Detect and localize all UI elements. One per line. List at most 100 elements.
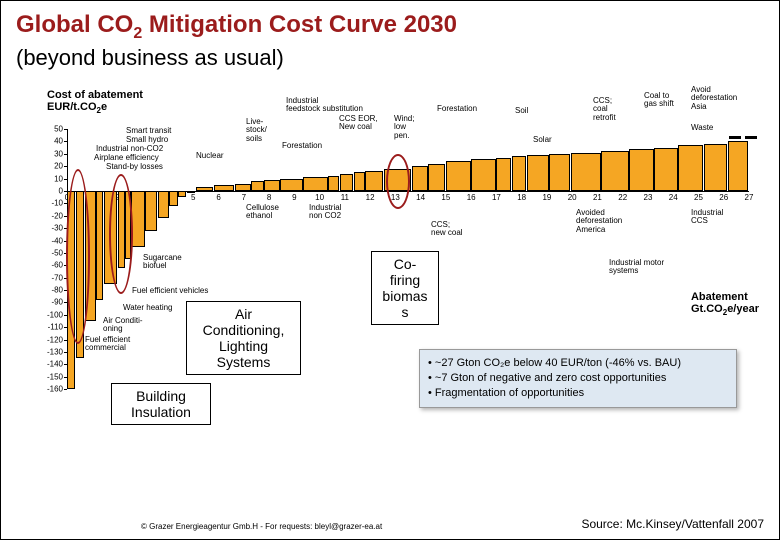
- chart-label: CCS; new coal: [431, 221, 463, 238]
- chart-label: Avoided deforestation America: [576, 209, 622, 234]
- highlight-ellipse: [386, 154, 410, 209]
- bar: [280, 179, 302, 191]
- bar: [549, 154, 570, 191]
- bar: [96, 191, 103, 300]
- x-tick: 16: [467, 193, 476, 202]
- y-tick: -110: [33, 323, 63, 332]
- bar: [446, 161, 471, 191]
- bar: [704, 144, 727, 191]
- x-tick: 11: [341, 193, 349, 202]
- summary-line: • ~27 Gton CO₂e below 40 EUR/ton (-46% v…: [428, 356, 728, 371]
- x-tick: 15: [441, 193, 450, 202]
- x-axis-label: Abatement Gt.CO2e/year: [691, 291, 759, 317]
- y-tick: 50: [33, 125, 63, 134]
- chart-label: Forestation: [437, 105, 477, 113]
- bar: [428, 164, 445, 191]
- chart-label: CCS EOR, New coal: [339, 115, 378, 132]
- bar: [264, 180, 280, 191]
- chart-label: Nuclear: [196, 152, 224, 160]
- y-tick: 40: [33, 137, 63, 146]
- chart-label: Fuel efficient vehicles: [132, 287, 208, 295]
- y-tick: 30: [33, 149, 63, 158]
- chart-label: Stand-by losses: [106, 163, 163, 171]
- chart-label: Water heating: [123, 304, 173, 312]
- y-tick: -80: [33, 286, 63, 295]
- x-tick: 20: [568, 193, 577, 202]
- x-tick: 14: [416, 193, 425, 202]
- y-tick: -160: [33, 385, 63, 394]
- title: Global CO2 Mitigation Cost Curve 2030: [16, 11, 764, 43]
- bar: [654, 148, 677, 191]
- y-tick: -30: [33, 224, 63, 233]
- bar: [145, 191, 157, 231]
- chart-label: Avoid deforestation Asia: [691, 86, 737, 111]
- dash-mark: [745, 136, 757, 139]
- chart-label: Cellulose ethanol: [246, 204, 279, 221]
- bar: [178, 191, 186, 197]
- y-tick: 0: [33, 187, 63, 196]
- y-tick: -140: [33, 360, 63, 369]
- footer-attribution: © Grazer Energieagentur Gmb.H - For requ…: [141, 522, 382, 531]
- bar: [196, 187, 213, 191]
- chart-label: Soil: [515, 107, 528, 115]
- footer-source: Source: Mc.Kinsey/Vattenfall 2007: [581, 517, 764, 531]
- x-tick: 21: [593, 193, 602, 202]
- bar: [251, 181, 263, 191]
- bar: [471, 159, 496, 191]
- bar: [412, 166, 428, 191]
- chart-label: Live- stock/ soils: [246, 118, 267, 143]
- y-tick: -20: [33, 211, 63, 220]
- y-tick: -130: [33, 347, 63, 356]
- chart-label: Solar: [533, 136, 552, 144]
- bar: [571, 153, 601, 191]
- bar: [340, 174, 353, 191]
- x-tick: 6: [216, 193, 220, 202]
- chart-label: Industrial CCS: [691, 209, 723, 226]
- subtitle: (beyond business as usual): [16, 45, 764, 71]
- x-tick: 5: [191, 193, 195, 202]
- chart-label: Industrial feedstock substitution: [286, 97, 363, 114]
- callout-building-insulation: Building Insulation: [111, 383, 211, 425]
- chart-label: Industrial non CO2: [309, 204, 341, 221]
- bar: [235, 184, 251, 191]
- bar: [365, 171, 383, 191]
- chart-label: Industrial motor systems: [609, 259, 664, 276]
- x-tick: 26: [719, 193, 728, 202]
- highlight-ellipse: [66, 169, 90, 344]
- chart-label: Forestation: [282, 142, 322, 150]
- x-tick: 9: [292, 193, 296, 202]
- x-tick: 12: [366, 193, 375, 202]
- x-tick: 27: [745, 193, 754, 202]
- y-tick: 20: [33, 162, 63, 171]
- bar: [214, 185, 235, 191]
- x-tick: 8: [267, 193, 271, 202]
- y-tick: -120: [33, 335, 63, 344]
- chart-label: Air Conditi- oning: [103, 317, 143, 334]
- bar: [187, 191, 195, 193]
- x-tick: 25: [694, 193, 703, 202]
- y-tick: -40: [33, 236, 63, 245]
- y-tick: -90: [33, 298, 63, 307]
- y-tick: -10: [33, 199, 63, 208]
- y-tick: 10: [33, 174, 63, 183]
- y-tick: -150: [33, 372, 63, 381]
- callout-cofiring-biomass: Co- firing biomas s: [371, 251, 439, 325]
- bar: [496, 158, 511, 191]
- dash-mark: [729, 136, 741, 139]
- x-tick: 19: [542, 193, 551, 202]
- y-tick: -100: [33, 310, 63, 319]
- x-tick: 7: [242, 193, 246, 202]
- summary-box: • ~27 Gton CO₂e below 40 EUR/ton (-46% v…: [419, 349, 737, 408]
- x-tick: 17: [492, 193, 501, 202]
- bar: [158, 191, 169, 218]
- x-tick: 24: [669, 193, 678, 202]
- bar: [527, 155, 549, 191]
- bar: [728, 141, 749, 191]
- x-tick: 23: [644, 193, 653, 202]
- bar: [678, 145, 703, 191]
- bar: [354, 172, 365, 191]
- y-tick: -60: [33, 261, 63, 270]
- bar: [512, 156, 527, 191]
- x-tick: 18: [517, 193, 526, 202]
- bar: [131, 191, 144, 247]
